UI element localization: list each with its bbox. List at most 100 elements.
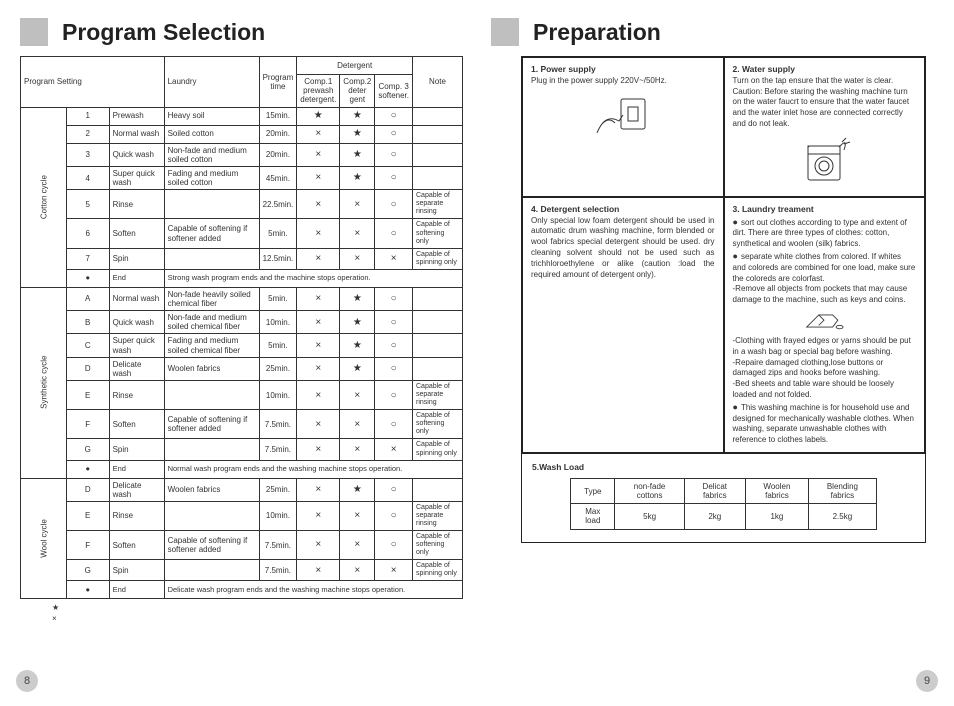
cend-n: ● — [66, 269, 109, 287]
laundry-t2: -Repaire damaged clothing,lose buttons o… — [733, 358, 884, 378]
c3-n: 3 — [66, 143, 109, 166]
send-p: End — [109, 460, 164, 478]
wG-p: Spin — [109, 560, 164, 581]
program-table: Program Setting Laundry Program time Det… — [20, 56, 463, 599]
page-number-left: 8 — [16, 670, 38, 692]
wF-d3: ○ — [375, 531, 413, 560]
water-cell: 2. Water supply Turn on the tap ensure t… — [724, 57, 926, 197]
c1-t: 15min. — [259, 107, 297, 125]
wD-d3: ○ — [375, 478, 413, 501]
sF-l: Capable of softening if softener added — [164, 410, 259, 439]
sA-p: Normal wash — [109, 287, 164, 310]
sE-l — [164, 381, 259, 410]
c6-d1: × — [297, 219, 340, 248]
laundry-cell: 3. Laundry treament ●sort out clothes ac… — [724, 197, 926, 453]
sD-n: D — [66, 357, 109, 380]
wE-l — [164, 501, 259, 530]
sC-t: 5min. — [259, 334, 297, 357]
sB-d1: × — [297, 311, 340, 334]
wl-label: Max load — [571, 504, 615, 529]
c6-note: Capable of softening only — [413, 219, 463, 248]
sC-d1: × — [297, 334, 340, 357]
c2-p: Normal wash — [109, 125, 164, 143]
page-title-left: Program Selection — [62, 19, 265, 46]
wG-d2: × — [340, 560, 375, 581]
sE-d2: × — [340, 381, 375, 410]
wE-n: E — [66, 501, 109, 530]
wE-t: 10min. — [259, 501, 297, 530]
sF-d1: × — [297, 410, 340, 439]
wD-p: Delicate wash — [109, 478, 164, 501]
wF-d1: × — [297, 531, 340, 560]
sA-note — [413, 287, 463, 310]
c4-d3: ○ — [375, 166, 413, 189]
sB-t: 10min. — [259, 311, 297, 334]
wE-p: Rinse — [109, 501, 164, 530]
c1-p: Prewash — [109, 107, 164, 125]
wl-type: Type — [571, 478, 615, 503]
c4-note — [413, 166, 463, 189]
sG-p: Spin — [109, 439, 164, 460]
sE-d3: ○ — [375, 381, 413, 410]
page-title-right: Preparation — [533, 19, 661, 46]
wG-d3: × — [375, 560, 413, 581]
right-page: Preparation 1. Power supply Plug in the … — [491, 18, 934, 624]
send-l: Normal wash program ends and the washing… — [164, 460, 462, 478]
c1-d1: ★ — [297, 107, 340, 125]
wl-c2: Delicat fabrics — [684, 478, 745, 503]
sD-note — [413, 357, 463, 380]
wash-load-title: 5.Wash Load — [532, 462, 915, 472]
c5-d3: ○ — [375, 190, 413, 219]
wl-v3: 1kg — [745, 504, 808, 529]
sB-p: Quick wash — [109, 311, 164, 334]
detergent-text: Only special low foam detergent should b… — [531, 216, 715, 281]
c4-p: Super quick wash — [109, 166, 164, 189]
sA-d3: ○ — [375, 287, 413, 310]
power-cell: 1. Power supply Plug in the power supply… — [522, 57, 724, 197]
sD-d3: ○ — [375, 357, 413, 380]
c4-n: 4 — [66, 166, 109, 189]
legend-x: × — [52, 614, 57, 623]
sA-n: A — [66, 287, 109, 310]
sA-d2: ★ — [340, 287, 375, 310]
c7-n: 7 — [66, 248, 109, 269]
plug-icon — [531, 87, 715, 147]
sG-d3: × — [375, 439, 413, 460]
bullet-icon: ● — [733, 402, 738, 412]
cycle-wool: Wool cycle — [21, 478, 67, 599]
wF-n: F — [66, 531, 109, 560]
sB-d2: ★ — [340, 311, 375, 334]
sD-p: Delicate wash — [109, 357, 164, 380]
c3-t: 20min. — [259, 143, 297, 166]
sF-note: Capable of softening only — [413, 410, 463, 439]
wl-v2: 2kg — [684, 504, 745, 529]
sE-t: 10min. — [259, 381, 297, 410]
wF-t: 7.5min. — [259, 531, 297, 560]
c2-note — [413, 125, 463, 143]
hdr-detergent: Detergent — [297, 57, 413, 75]
wend-p: End — [109, 581, 164, 599]
sF-p: Soften — [109, 410, 164, 439]
c3-l: Non-fade and medium soiled cotton — [164, 143, 259, 166]
c1-d3: ○ — [375, 107, 413, 125]
sF-d2: × — [340, 410, 375, 439]
hdr-comp1: Comp.1 prewash detergent. — [297, 75, 340, 108]
sF-n: F — [66, 410, 109, 439]
c7-note: Capable of spinning only — [413, 248, 463, 269]
wG-d1: × — [297, 560, 340, 581]
c1-d2: ★ — [340, 107, 375, 125]
sC-n: C — [66, 334, 109, 357]
sF-d3: ○ — [375, 410, 413, 439]
wend-n: ● — [66, 581, 109, 599]
c2-t: 20min. — [259, 125, 297, 143]
c1-n: 1 — [66, 107, 109, 125]
cycle-synthetic: Synthetic cycle — [21, 287, 67, 478]
wD-d2: ★ — [340, 478, 375, 501]
c2-l: Soiled cotton — [164, 125, 259, 143]
wl-c4: Blending fabrics — [809, 478, 877, 503]
hdr-laundry: Laundry — [164, 57, 259, 108]
wF-d2: × — [340, 531, 375, 560]
c5-d1: × — [297, 190, 340, 219]
left-page: Program Selection Program Setting Laundr… — [20, 18, 463, 624]
wash-load-section: 5.Wash Load Type non-fade cottons Delica… — [522, 453, 925, 542]
